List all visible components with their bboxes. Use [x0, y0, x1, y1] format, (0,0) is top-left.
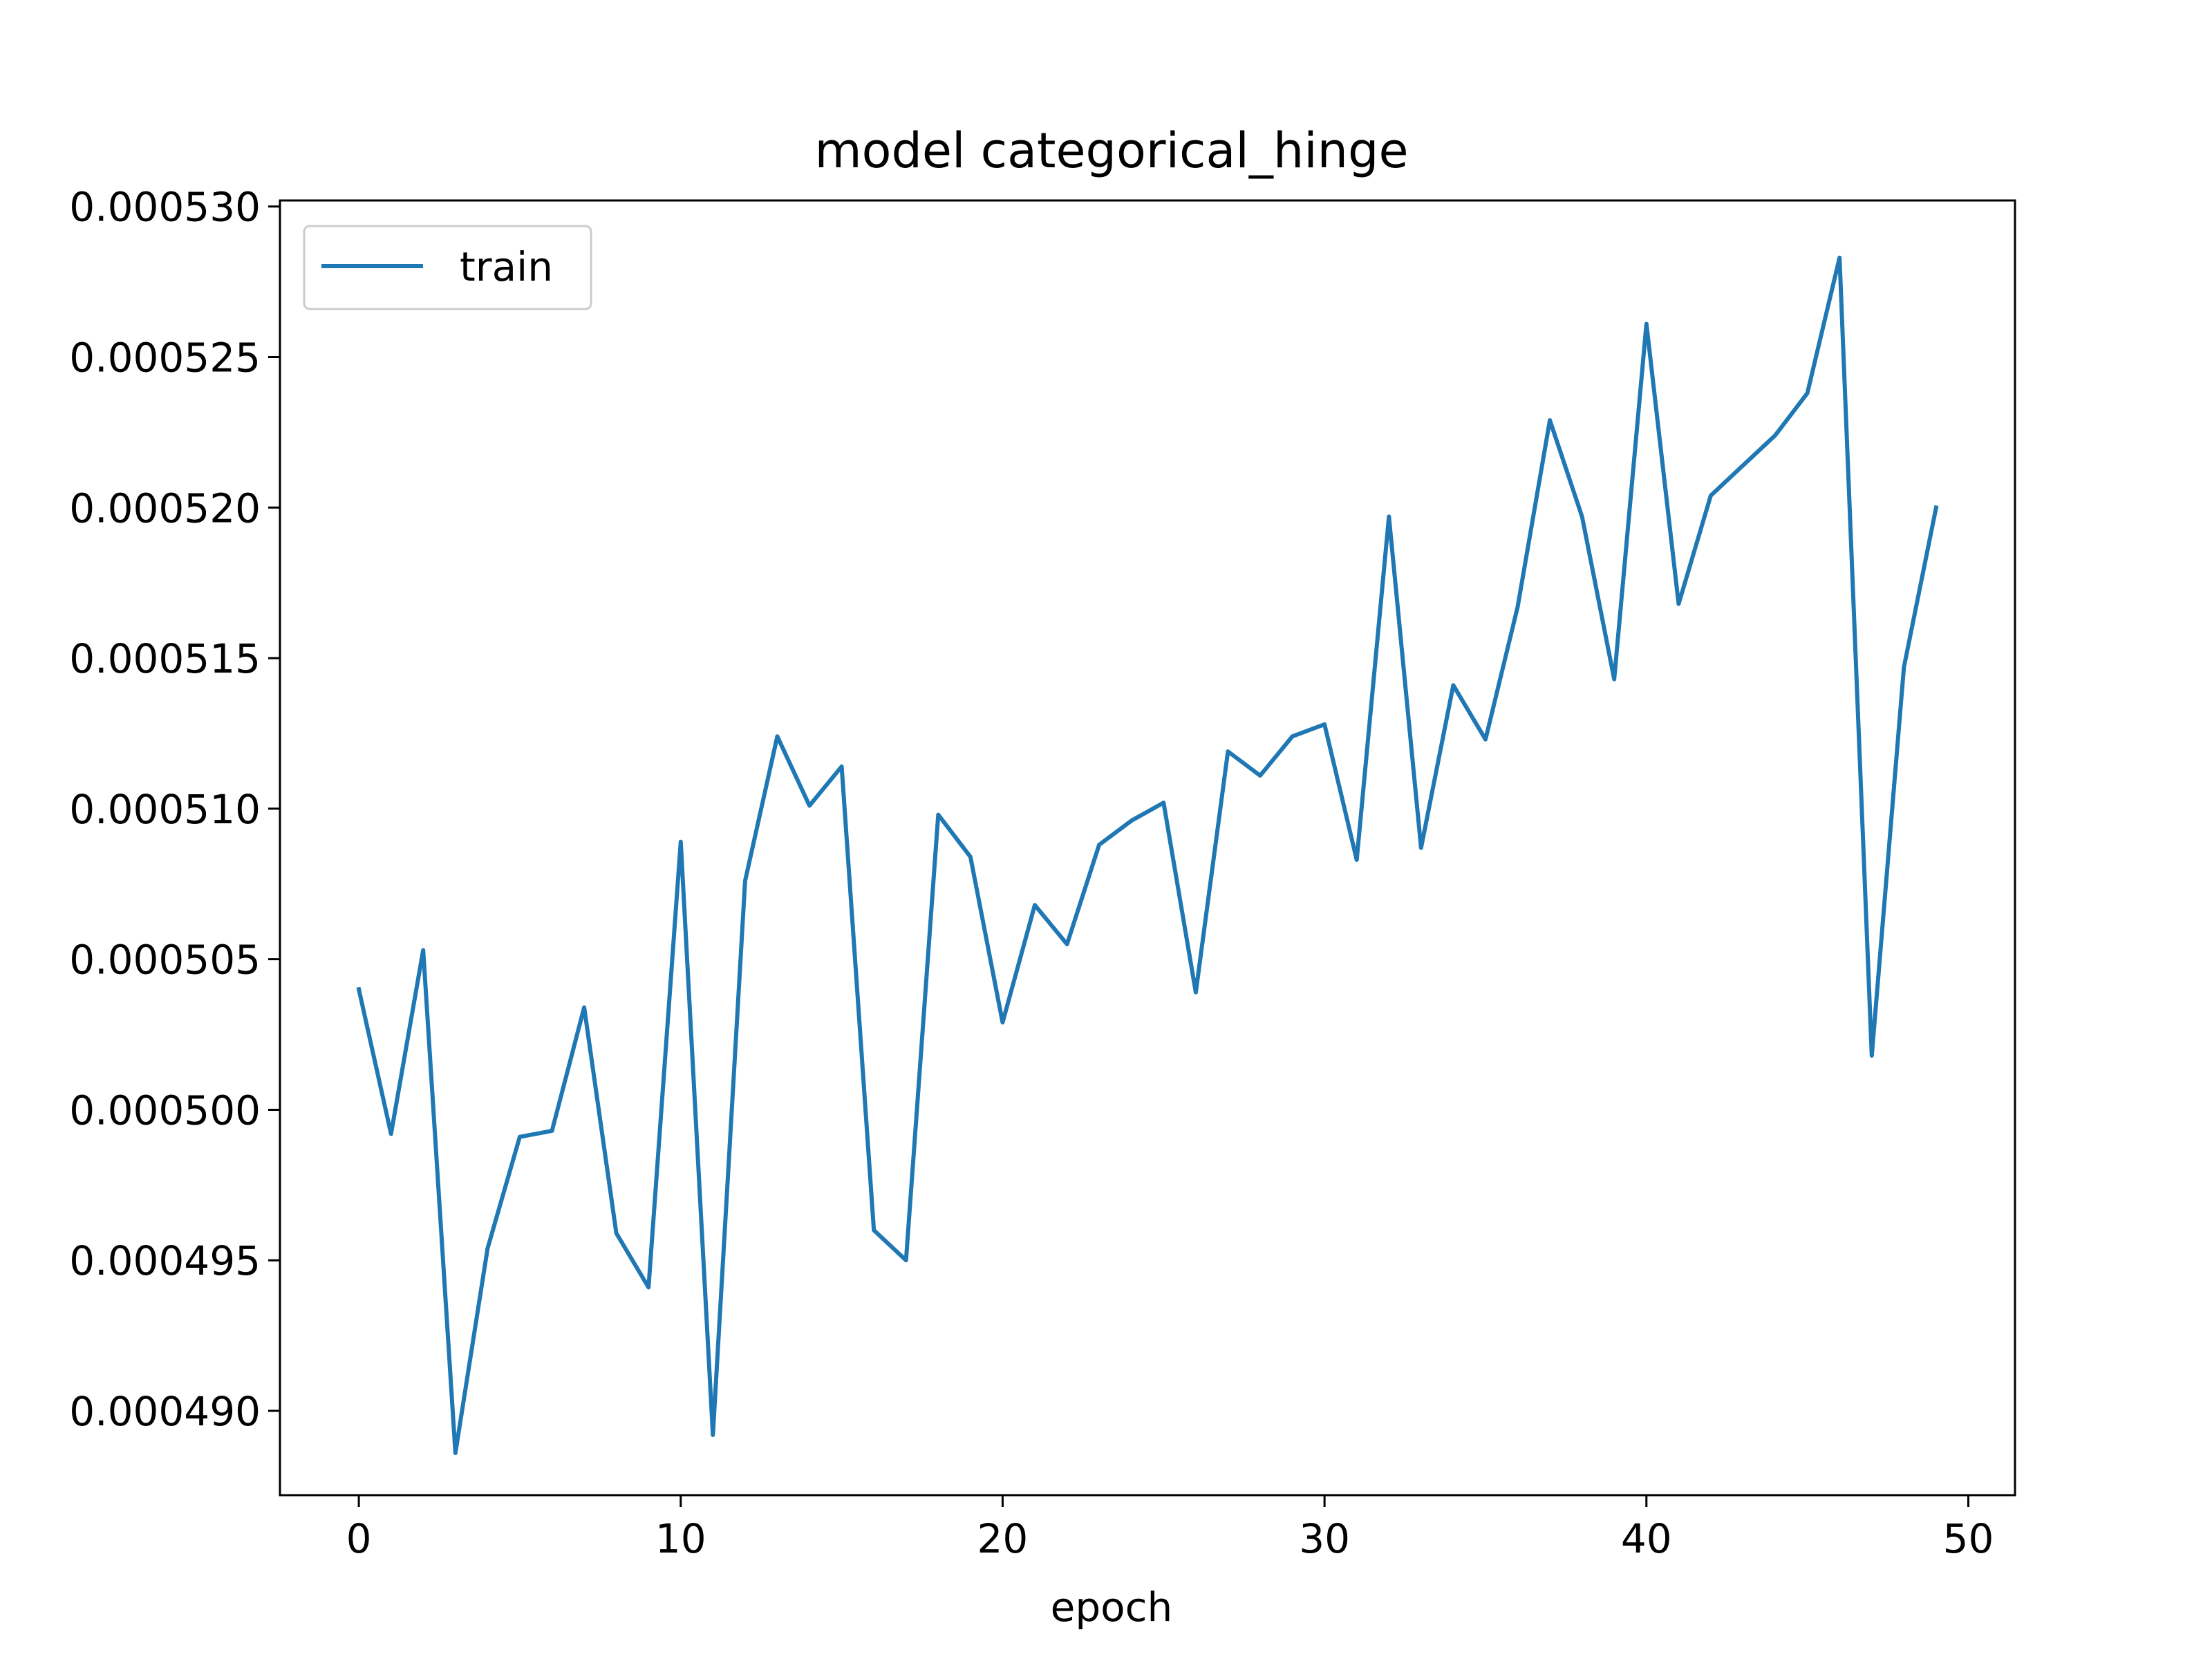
x-tick-label: 30	[1299, 1515, 1350, 1562]
y-tick-label: 0.000515	[69, 635, 261, 682]
x-tick-label: 20	[977, 1515, 1029, 1562]
y-tick-label: 0.000505	[69, 937, 261, 984]
plot-area	[279, 199, 2016, 1497]
y-tick-label: 0.000500	[69, 1087, 261, 1134]
series-line-train	[356, 255, 1939, 1455]
legend-box	[303, 225, 592, 310]
y-tick-label: 0.000490	[69, 1388, 261, 1435]
y-tick-label: 0.000530	[69, 184, 261, 231]
x-axis: 0 10 20 30 40 50	[346, 1495, 1994, 1562]
y-tick-label: 0.000525	[69, 335, 261, 382]
x-tick-label: 50	[1943, 1515, 1994, 1562]
legend-label-train: train	[460, 243, 553, 290]
y-tick-label: 0.000520	[69, 485, 261, 532]
axes-frame	[279, 199, 2016, 1497]
x-tick-label: 10	[655, 1515, 706, 1562]
x-tick-label: 0	[346, 1515, 372, 1562]
x-axis-label: epoch	[1051, 1584, 1173, 1631]
x-tick-label: 40	[1621, 1515, 1672, 1562]
chart-title: model categorical_hinge	[814, 122, 1408, 179]
y-tick-label: 0.000495	[69, 1237, 261, 1284]
y-axis: 0.000490 0.000495 0.000500 0.000505 0.000510…	[69, 184, 280, 1435]
legend: train	[303, 225, 592, 310]
y-tick-label: 0.000510	[69, 786, 261, 833]
